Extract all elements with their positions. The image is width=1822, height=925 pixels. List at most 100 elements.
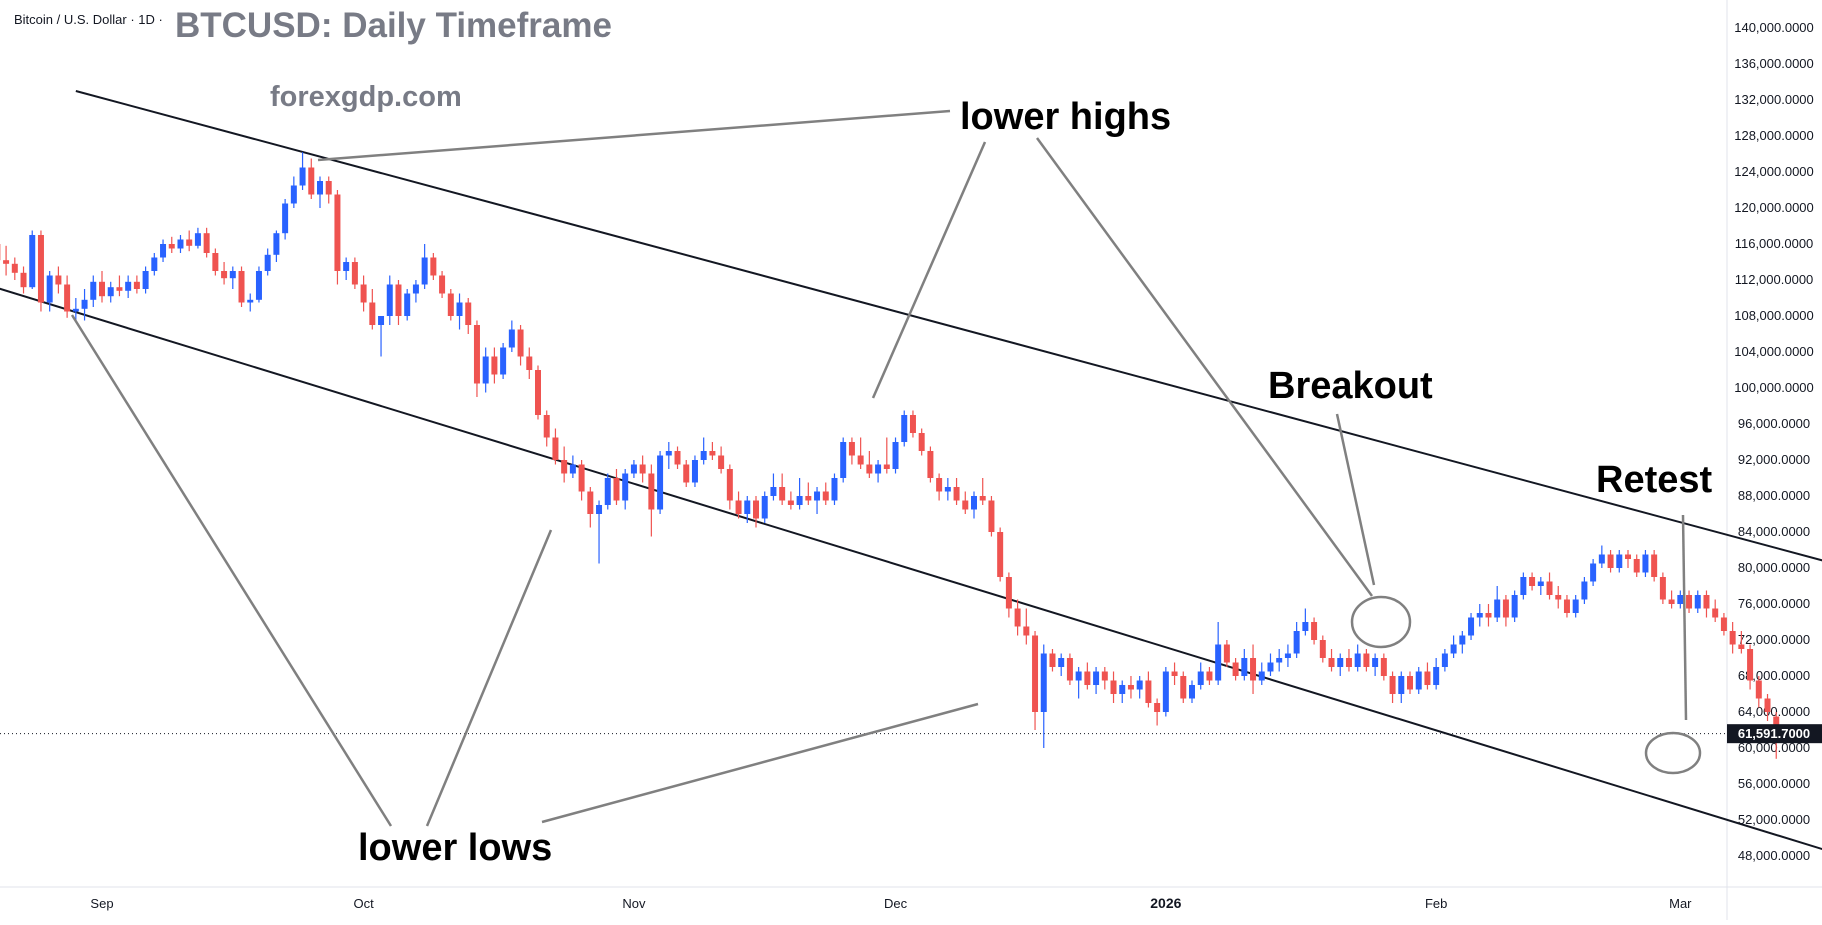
candle-body (457, 303, 463, 317)
candle-body (840, 442, 846, 478)
candle-body (666, 451, 672, 456)
candle-body (858, 456, 864, 465)
candle-body (1023, 627, 1029, 636)
candle-body (709, 451, 715, 456)
candle-body (256, 271, 262, 300)
candle (893, 438, 899, 474)
candle-body (544, 415, 550, 438)
candle-body (988, 501, 994, 533)
price-tick-label: 96,000.0000 (1738, 416, 1810, 431)
candle-body (1006, 577, 1012, 609)
candle-body (291, 186, 297, 204)
candle-body (605, 478, 611, 505)
candle-body (1111, 681, 1117, 695)
candle-body (308, 168, 314, 195)
candle-body (518, 330, 524, 357)
candle-body (1241, 658, 1247, 676)
candle-body (369, 303, 375, 326)
candle-body (378, 316, 384, 325)
price-tick-label: 116,000.0000 (1735, 236, 1814, 251)
candle-body (1625, 555, 1631, 560)
candle-body (1276, 658, 1282, 663)
candle-body (300, 168, 306, 186)
candle-body (1398, 676, 1404, 694)
candle-body (1032, 636, 1038, 713)
candle (762, 492, 768, 524)
candle-body (1233, 663, 1239, 677)
candle-body (1119, 685, 1125, 694)
candle-body (1172, 672, 1178, 677)
candle-body (1730, 631, 1736, 645)
candle-body (474, 325, 480, 384)
candle-body (1015, 609, 1021, 627)
candle-body (1564, 600, 1570, 614)
candle-body (1267, 663, 1273, 672)
candle-body (1512, 595, 1518, 618)
candle-body (116, 287, 122, 291)
candle (500, 343, 506, 379)
time-tick-label: 2026 (1150, 895, 1181, 911)
last-price-value: 61,591.7000 (1738, 726, 1810, 741)
candle-body (55, 276, 61, 285)
candle-body (596, 505, 602, 514)
candle-body (1677, 595, 1683, 604)
chart-title: BTCUSD: Daily Timeframe (175, 6, 612, 45)
candle (1067, 654, 1073, 686)
candle-body (910, 415, 916, 433)
candle (1180, 672, 1186, 704)
price-tick-label: 140,000.0000 (1734, 20, 1814, 35)
candle-body (579, 465, 585, 492)
candle-body (1067, 658, 1073, 681)
candle-body (430, 258, 436, 276)
candle (1512, 591, 1518, 623)
price-tick-label: 112,000.0000 (1735, 272, 1814, 287)
candle-body (317, 181, 323, 195)
candle (535, 366, 541, 420)
price-tick-label: 48,000.0000 (1738, 848, 1810, 863)
price-tick-label: 100,000.0000 (1734, 380, 1814, 395)
candle-body (387, 285, 393, 317)
candle-body (770, 487, 776, 496)
candle-body (1137, 681, 1143, 690)
candle (239, 267, 245, 308)
candle-body (1442, 654, 1448, 668)
candle-body (1765, 699, 1771, 713)
watermark-text: forexgdp.com (270, 81, 462, 113)
candle-body (21, 273, 27, 287)
price-tick-label: 124,000.0000 (1734, 164, 1814, 179)
candle-body (465, 303, 471, 326)
candle-body (12, 264, 18, 273)
candle-body (1503, 600, 1509, 618)
candle-body (1259, 672, 1265, 681)
candle-body (1433, 667, 1439, 685)
candle-body (509, 330, 515, 348)
candle-body (125, 282, 131, 291)
candle-body (744, 501, 750, 515)
candle (692, 456, 698, 488)
candle-body (1058, 658, 1064, 667)
price-tick-label: 104,000.0000 (1734, 344, 1814, 359)
price-tick-label: 84,000.0000 (1738, 524, 1810, 539)
candle (38, 231, 44, 312)
candle-body (831, 478, 837, 501)
candle (334, 190, 340, 285)
annotation-breakout: Breakout (1268, 365, 1433, 407)
price-tick-label: 92,000.0000 (1738, 452, 1810, 467)
candle-body (587, 492, 593, 515)
candle-body (352, 262, 358, 285)
candle-body (1250, 658, 1256, 681)
annotation-retest: Retest (1596, 459, 1712, 501)
candle-body (849, 442, 855, 456)
candle-body (927, 451, 933, 478)
candle-body (90, 282, 96, 300)
candle-body (239, 271, 245, 303)
candle-body (971, 496, 977, 510)
candle-body (1215, 645, 1221, 681)
candle-body (1363, 654, 1369, 668)
candle-body (1346, 658, 1352, 667)
candle-body (282, 204, 288, 234)
candle-body (1294, 631, 1300, 654)
candle-body (395, 285, 401, 317)
